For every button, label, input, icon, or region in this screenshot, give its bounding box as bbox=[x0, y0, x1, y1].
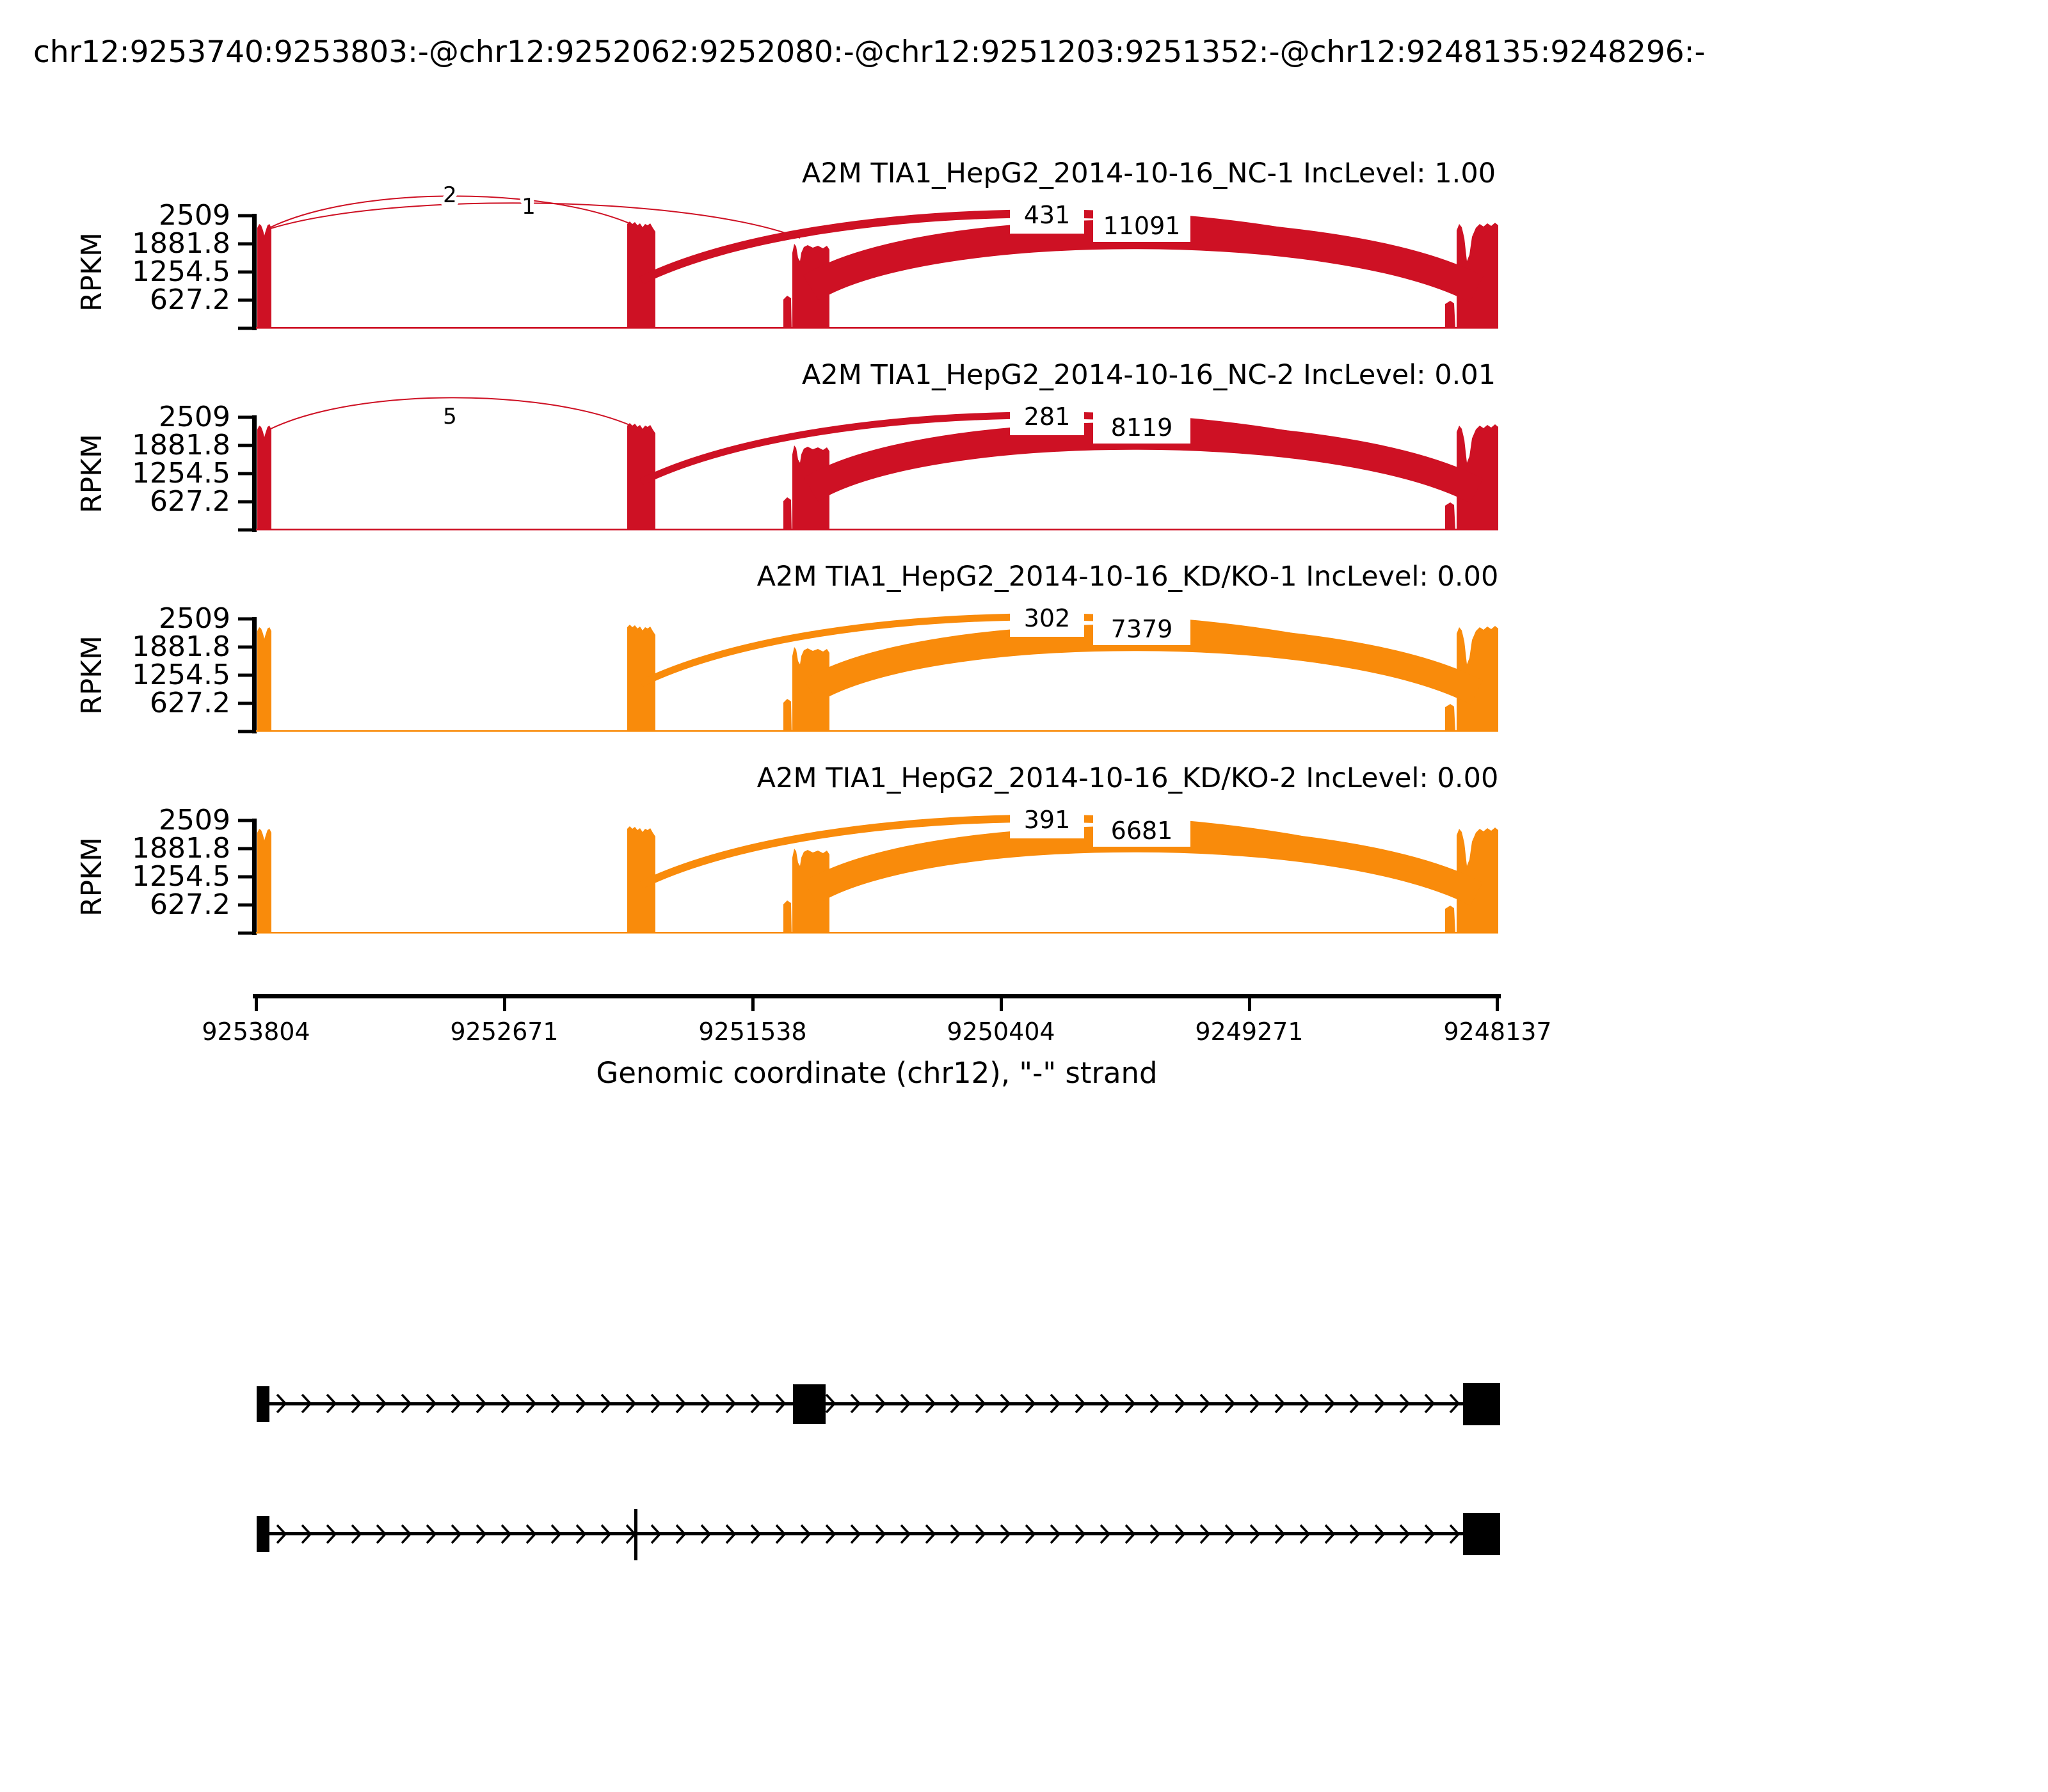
x-tick-label: 9248137 bbox=[1443, 1018, 1551, 1046]
junction-count: 5 bbox=[443, 404, 457, 429]
x-tick-label: 9252671 bbox=[450, 1018, 558, 1046]
isoform-inclusion bbox=[257, 1383, 1500, 1425]
y-tick-label: 1881.8 bbox=[132, 227, 230, 260]
intron-arrows bbox=[824, 1393, 1460, 1414]
junction-count: 302 bbox=[1024, 604, 1071, 632]
junction-count-box bbox=[1010, 597, 1084, 637]
y-tick-label: 627.2 bbox=[150, 485, 230, 518]
track-nc-2: A2M TIA1_HepG2_2014-10-16_NC-2 IncLevel:… bbox=[76, 359, 1498, 532]
intron-arrows bbox=[275, 1523, 1460, 1545]
junction-arc bbox=[810, 838, 1477, 895]
y-tick-label: 1881.8 bbox=[132, 630, 230, 663]
y-tick-label: 627.2 bbox=[150, 687, 230, 719]
y-tick-label: 1881.8 bbox=[132, 429, 230, 461]
junction-count-box bbox=[1093, 613, 1190, 645]
x-tick-label: 9251538 bbox=[698, 1018, 806, 1046]
junction-arc-small bbox=[270, 202, 801, 239]
y-axis bbox=[238, 819, 257, 935]
x-tick-label: 9249271 bbox=[1195, 1018, 1303, 1046]
junction-count: 6681 bbox=[1111, 817, 1173, 845]
y-tick-label: 627.2 bbox=[150, 888, 230, 921]
y-axis-label: RPKM bbox=[76, 636, 108, 715]
y-axis bbox=[238, 617, 257, 733]
junction-count-box bbox=[1010, 799, 1084, 838]
y-tick-label: 1254.5 bbox=[132, 457, 230, 490]
exon-box bbox=[257, 1516, 269, 1552]
exon-box-narrow bbox=[634, 1509, 637, 1560]
junction-count-box bbox=[1093, 412, 1190, 444]
track-title: A2M TIA1_HepG2_2014-10-16_NC-1 IncLevel:… bbox=[802, 157, 1496, 189]
y-tick-label: 627.2 bbox=[150, 284, 230, 316]
junction-count: 8119 bbox=[1111, 413, 1173, 442]
junction-count: 1 bbox=[522, 194, 536, 220]
exon-box bbox=[793, 1384, 826, 1424]
y-axis-label: RPKM bbox=[76, 837, 108, 916]
exon-box bbox=[1463, 1383, 1500, 1425]
y-axis bbox=[238, 214, 257, 330]
x-axis-line bbox=[253, 994, 1501, 998]
junction-count-box bbox=[1093, 815, 1190, 847]
y-tick-label: 2509 bbox=[159, 602, 230, 635]
y-axis-label: RPKM bbox=[76, 232, 108, 312]
junction-count-box bbox=[1093, 210, 1190, 242]
junction-arc bbox=[810, 234, 1477, 290]
intron-arrows bbox=[275, 1393, 790, 1414]
junction-count: 11091 bbox=[1103, 212, 1181, 240]
y-tick-label: 1254.5 bbox=[132, 659, 230, 691]
y-axis-label: RPKM bbox=[76, 434, 108, 513]
y-tick-label: 2509 bbox=[159, 804, 230, 836]
y-axis bbox=[238, 415, 257, 532]
x-axis-label: Genomic coordinate (chr12), "-" strand bbox=[596, 1056, 1157, 1090]
junction-count: 391 bbox=[1024, 806, 1071, 834]
exon-box bbox=[257, 1386, 269, 1422]
y-tick-label: 1254.5 bbox=[132, 860, 230, 893]
x-tick-label: 9250404 bbox=[947, 1018, 1055, 1046]
track-kdko-2: A2M TIA1_HepG2_2014-10-16_KD/KO-2 IncLev… bbox=[76, 762, 1498, 935]
junction-count: 2 bbox=[443, 182, 457, 208]
junction-arc bbox=[810, 435, 1477, 492]
junction-count: 7379 bbox=[1111, 615, 1173, 643]
junction-arc-small bbox=[270, 195, 632, 228]
isoform-skipping bbox=[257, 1509, 1500, 1560]
y-tick-label: 2509 bbox=[159, 199, 230, 232]
track-nc-1: A2M TIA1_HepG2_2014-10-16_NC-1 IncLevel:… bbox=[76, 157, 1498, 330]
y-tick-label: 1881.8 bbox=[132, 832, 230, 865]
junction-count: 431 bbox=[1024, 201, 1071, 229]
plot-title: chr12:9253740:9253803:-@chr12:9252062:92… bbox=[33, 35, 1705, 70]
track-title: A2M TIA1_HepG2_2014-10-16_NC-2 IncLevel:… bbox=[802, 359, 1496, 391]
junction-count: 281 bbox=[1024, 403, 1071, 431]
junction-count-box bbox=[1010, 396, 1084, 435]
track-kdko-1: A2M TIA1_HepG2_2014-10-16_KD/KO-1 IncLev… bbox=[76, 561, 1498, 733]
y-tick-label: 2509 bbox=[159, 401, 230, 433]
junction-arc-small bbox=[270, 397, 632, 429]
track-title: A2M TIA1_HepG2_2014-10-16_KD/KO-2 IncLev… bbox=[757, 762, 1499, 794]
junction-arc bbox=[810, 637, 1477, 693]
junction-count-box bbox=[1010, 194, 1084, 234]
x-tick-label: 9253804 bbox=[202, 1018, 310, 1046]
x-axis: 9253804 9252671 9251538 9250404 9249271 … bbox=[202, 994, 1552, 1090]
y-tick-label: 1254.5 bbox=[132, 255, 230, 288]
exon-box bbox=[1463, 1513, 1500, 1555]
track-title: A2M TIA1_HepG2_2014-10-16_KD/KO-1 IncLev… bbox=[757, 561, 1499, 593]
